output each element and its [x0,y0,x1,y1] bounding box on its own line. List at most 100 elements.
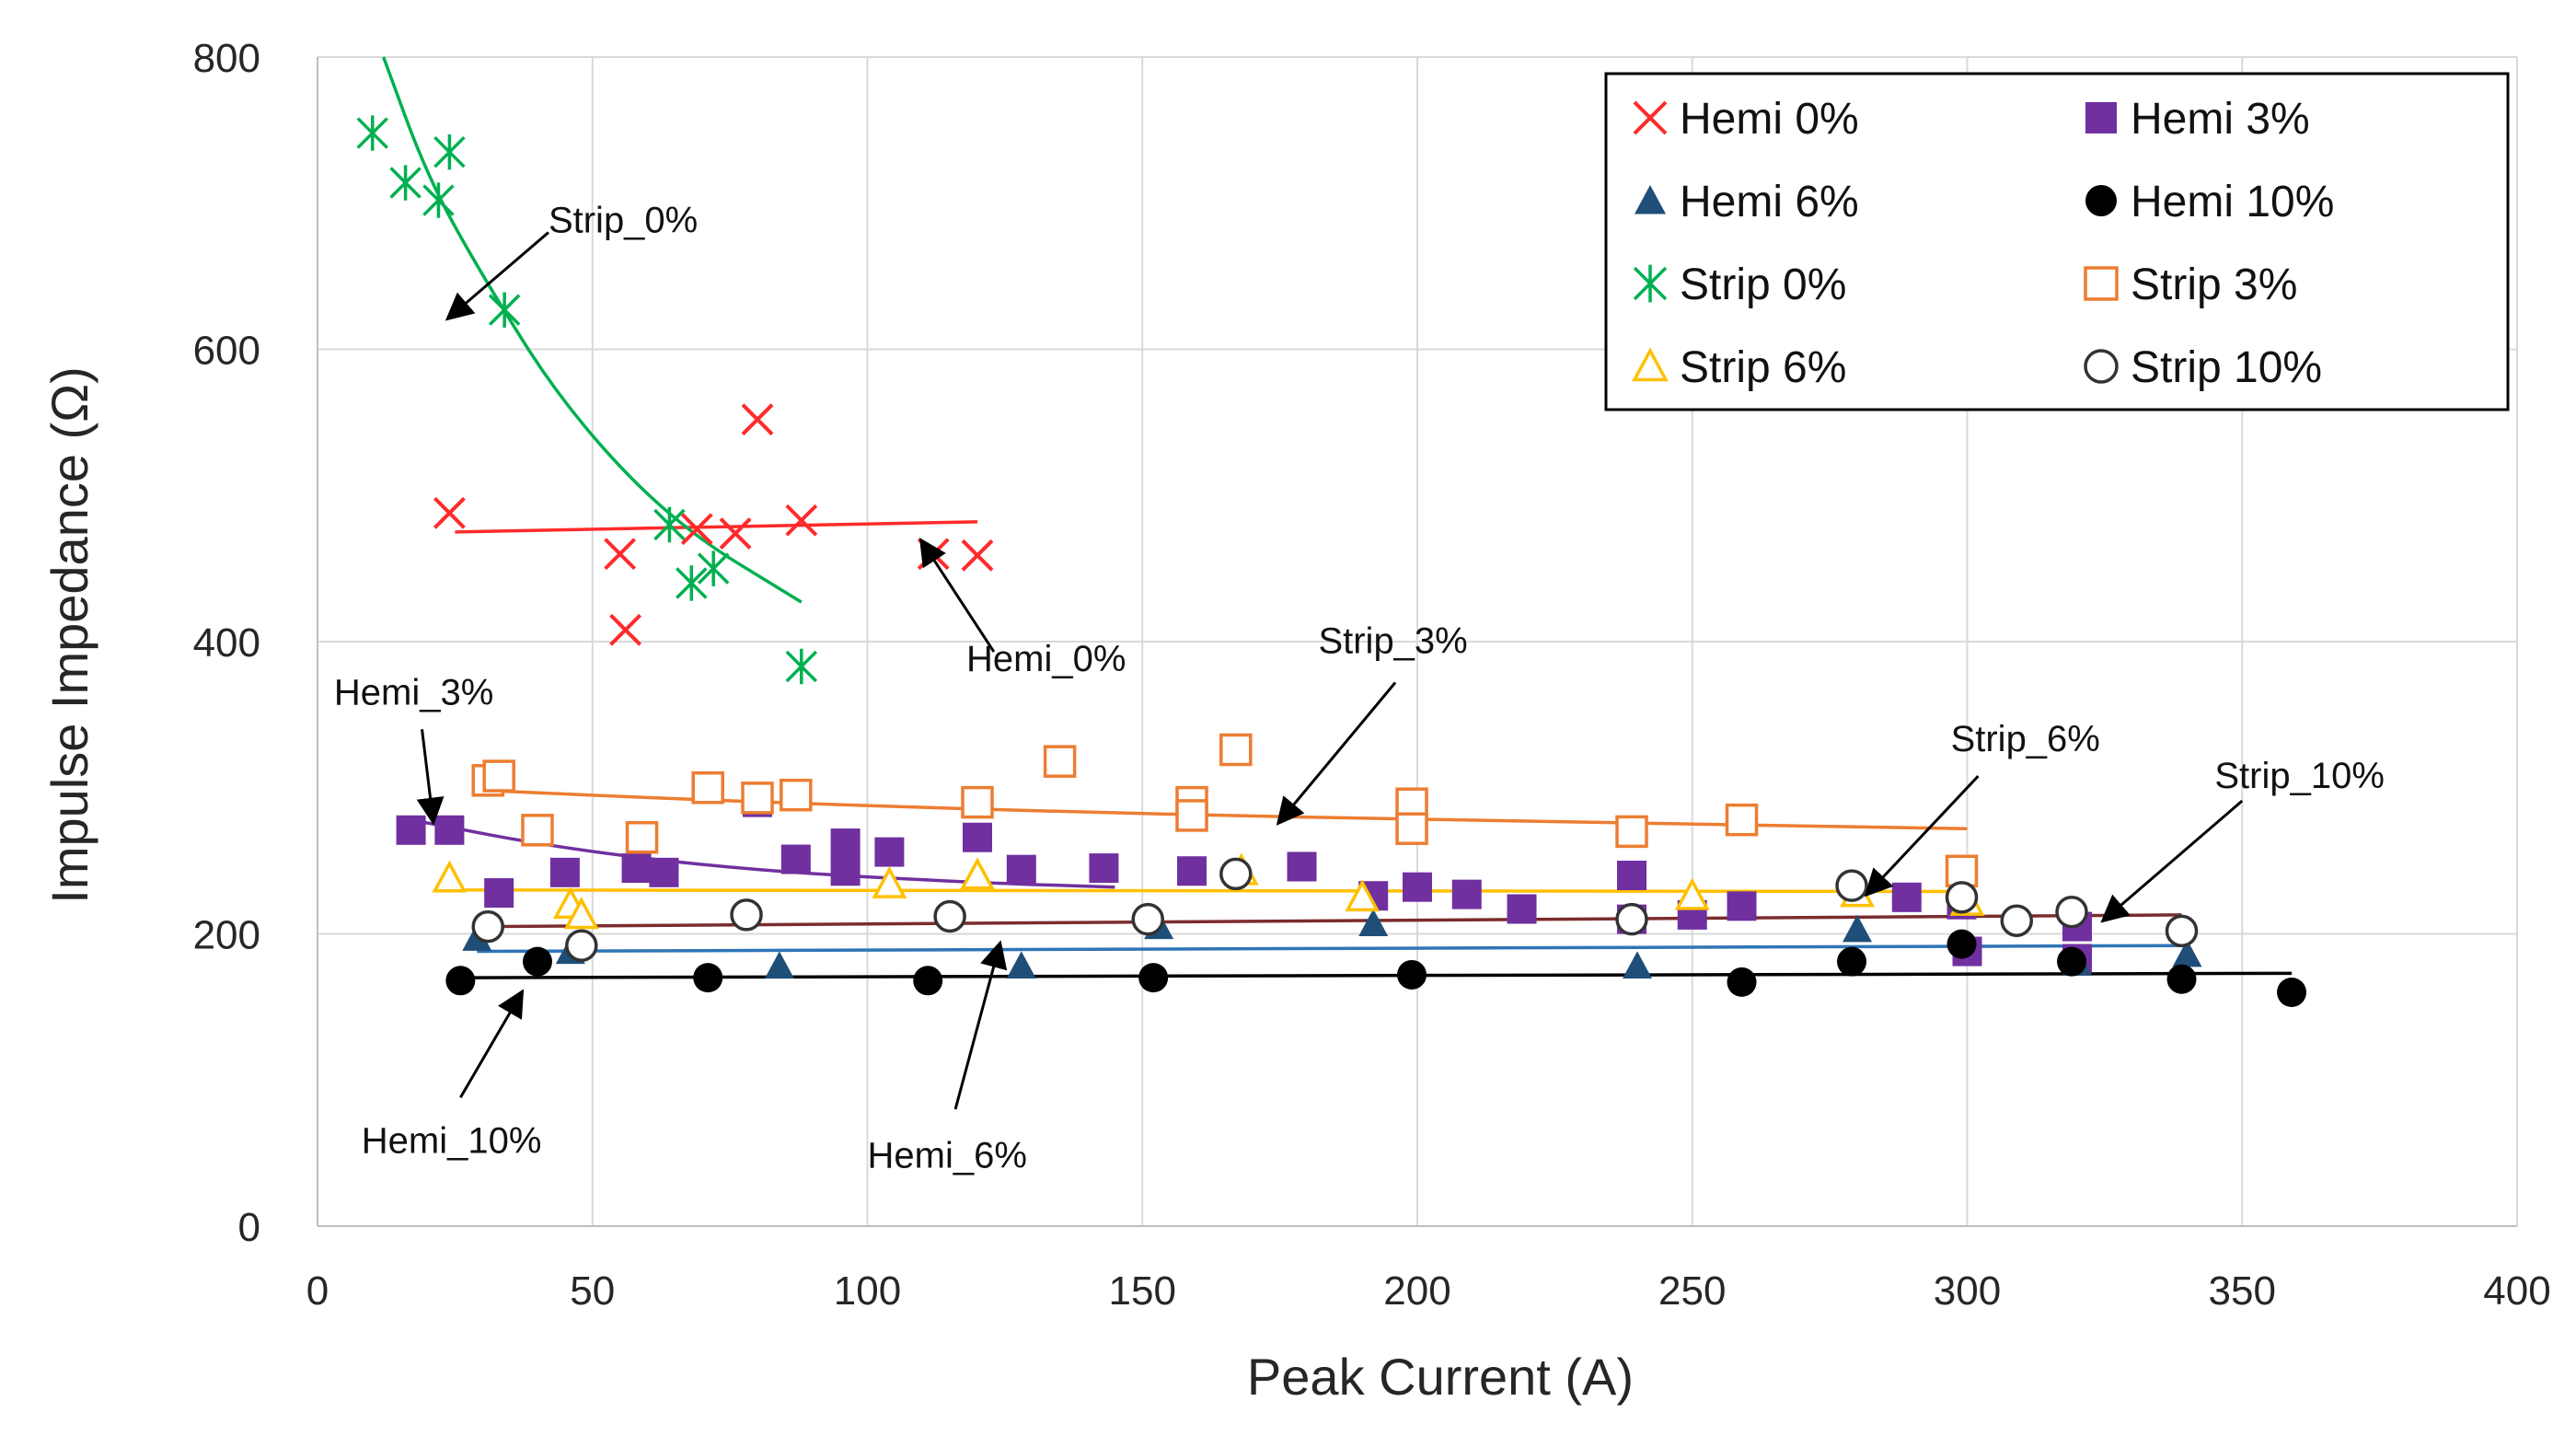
data-point [1727,967,1757,997]
x-tick-label: 200 [1383,1268,1450,1314]
annotation-label: Strip_0% [549,201,698,241]
data-point [1617,861,1647,890]
y-tick-label: 200 [193,913,260,958]
data-point [653,506,686,543]
trendline [382,56,803,604]
legend-marker [1635,185,1666,214]
data-point [1623,951,1652,979]
legend: Hemi 0% Hemi 3% Hemi 6% Hemi 10% Strip 0% Str… [1604,72,2510,411]
legend-marker [1633,264,1668,303]
legend-label: Strip 6% [1680,343,1846,392]
x-tick-label: 150 [1109,1268,1176,1314]
data-point [1395,812,1428,845]
annotation-label: Hemi_6% [868,1136,1027,1176]
data-point [1138,963,1169,993]
data-point [697,550,730,586]
data-point [730,898,763,932]
data-point [523,946,552,977]
data-point [484,878,514,909]
annotation-label: Strip_3% [1318,621,1467,662]
data-point [1089,853,1119,884]
data-point [1131,902,1164,936]
data-point [1043,745,1077,778]
annotation-arrow [445,231,549,321]
y-tick-label: 600 [193,329,260,374]
data-point [433,133,466,170]
annotation-label: Hemi_10% [362,1121,542,1162]
data-point [676,565,708,601]
x-tick-label: 250 [1658,1268,1726,1314]
data-point [961,538,994,572]
data-point [565,929,598,962]
annotation-arrow [459,989,525,1099]
data-point [482,759,515,793]
data-point [2277,978,2307,1007]
data-point [1615,815,1648,849]
data-point [2172,939,2202,967]
data-point [960,857,995,890]
data-point [621,853,652,884]
data-point [913,966,943,996]
legend-marker [2084,266,2119,301]
data-point [830,828,861,859]
data-point [785,648,818,685]
legend-label: Strip 3% [2131,261,2297,309]
y-axis-title: Impulse Impedance (Ω) [40,366,98,903]
annotation-label: Hemi_3% [334,672,493,712]
legend-marker [1633,100,1668,135]
annotation-arrow [918,538,996,653]
y-tick-label: 400 [193,620,260,666]
data-points [356,115,2307,1007]
data-point [445,966,476,996]
legend-label: Hemi 3% [2131,95,2310,144]
data-point [1219,733,1253,767]
data-point [1397,959,1427,990]
data-point [933,899,966,933]
data-point [433,496,466,529]
data-point [1727,891,1757,921]
legend-label: Strip 0% [1680,261,1846,309]
data-point [2055,895,2088,929]
data-point [780,778,813,812]
annotation-arrow [953,940,1008,1110]
data-point [1835,869,1868,902]
data-point [691,771,724,805]
trendline [488,913,2182,929]
data-point [961,785,994,819]
legend-marker [1632,347,1669,382]
data-point [1725,803,1759,837]
legend-label: Hemi 0% [1680,95,1859,144]
trendline [477,944,2188,954]
legend-marker [2084,349,2119,384]
data-point [1006,854,1036,885]
trendline [410,817,1115,889]
data-point [1006,951,1036,979]
legend-label: Hemi 10% [2131,178,2334,226]
legend-label: Strip 10% [2131,343,2322,392]
annotation-arrow [1864,775,1980,898]
annotation-arrow [2100,799,2244,923]
data-point [872,865,907,898]
annotation-arrow [416,729,445,826]
data-point [1219,857,1253,891]
annotation-label: Strip_6% [1951,719,2100,759]
data-point [719,517,752,550]
data-point [396,815,426,845]
data-point [1177,856,1207,886]
data-point [2165,914,2199,948]
data-point [521,814,554,847]
data-point [422,182,455,218]
data-point [1507,894,1537,924]
annotation-label: Strip_10% [2214,756,2385,796]
legend-marker [2085,102,2117,133]
x-tick-label: 350 [2209,1268,2276,1314]
data-point [741,403,774,436]
data-point [693,963,723,993]
data-point [1287,851,1317,882]
annotation-arrow [1276,681,1397,826]
x-tick-label: 0 [306,1268,329,1314]
data-point [1403,872,1432,902]
data-point [2057,946,2087,977]
data-point [680,513,713,546]
